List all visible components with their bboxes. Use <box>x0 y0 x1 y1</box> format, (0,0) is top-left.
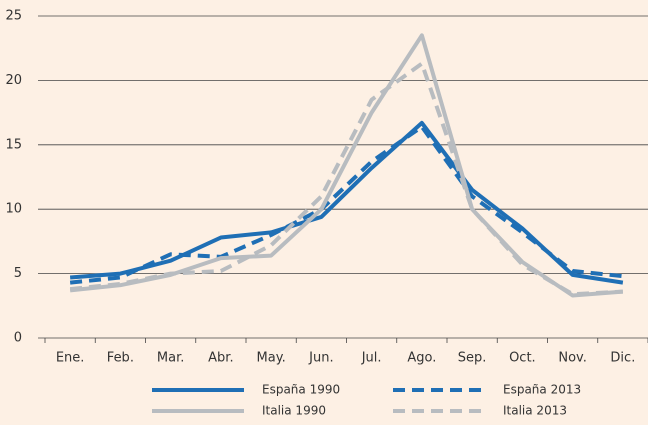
legend-label: España 1990 <box>262 383 340 397</box>
y-tick-label: 5 <box>14 266 22 281</box>
y-tick-label: 20 <box>5 73 22 88</box>
y-tick-label: 15 <box>5 137 22 152</box>
x-tick-label: Oct. <box>509 351 536 366</box>
x-tick-label: Nov. <box>558 351 587 366</box>
series-line <box>69 120 624 285</box>
series-line <box>69 124 624 285</box>
x-tick-label: Ago. <box>407 351 436 366</box>
x-tick-label: Sep. <box>458 351 487 366</box>
legend-label: Italia 2013 <box>503 404 567 418</box>
legend-label: Italia 1990 <box>262 404 326 418</box>
x-tick-label: Jul. <box>361 351 382 366</box>
x-tick-label: May. <box>257 351 286 366</box>
y-tick-label: 25 <box>5 9 22 24</box>
x-tick-label: Jun. <box>308 351 333 366</box>
x-tick-label: Dic. <box>610 351 635 366</box>
x-tick-label: Feb. <box>107 351 134 366</box>
y-tick-label: 0 <box>14 331 22 346</box>
series-line <box>69 61 623 297</box>
x-tick-label: Abr. <box>208 351 233 366</box>
x-tick-label: Mar. <box>157 351 184 366</box>
y-tick-label: 10 <box>5 202 22 217</box>
legend-label: España 2013 <box>503 383 581 397</box>
x-tick-label: Ene. <box>56 351 85 366</box>
series-line <box>69 33 624 298</box>
